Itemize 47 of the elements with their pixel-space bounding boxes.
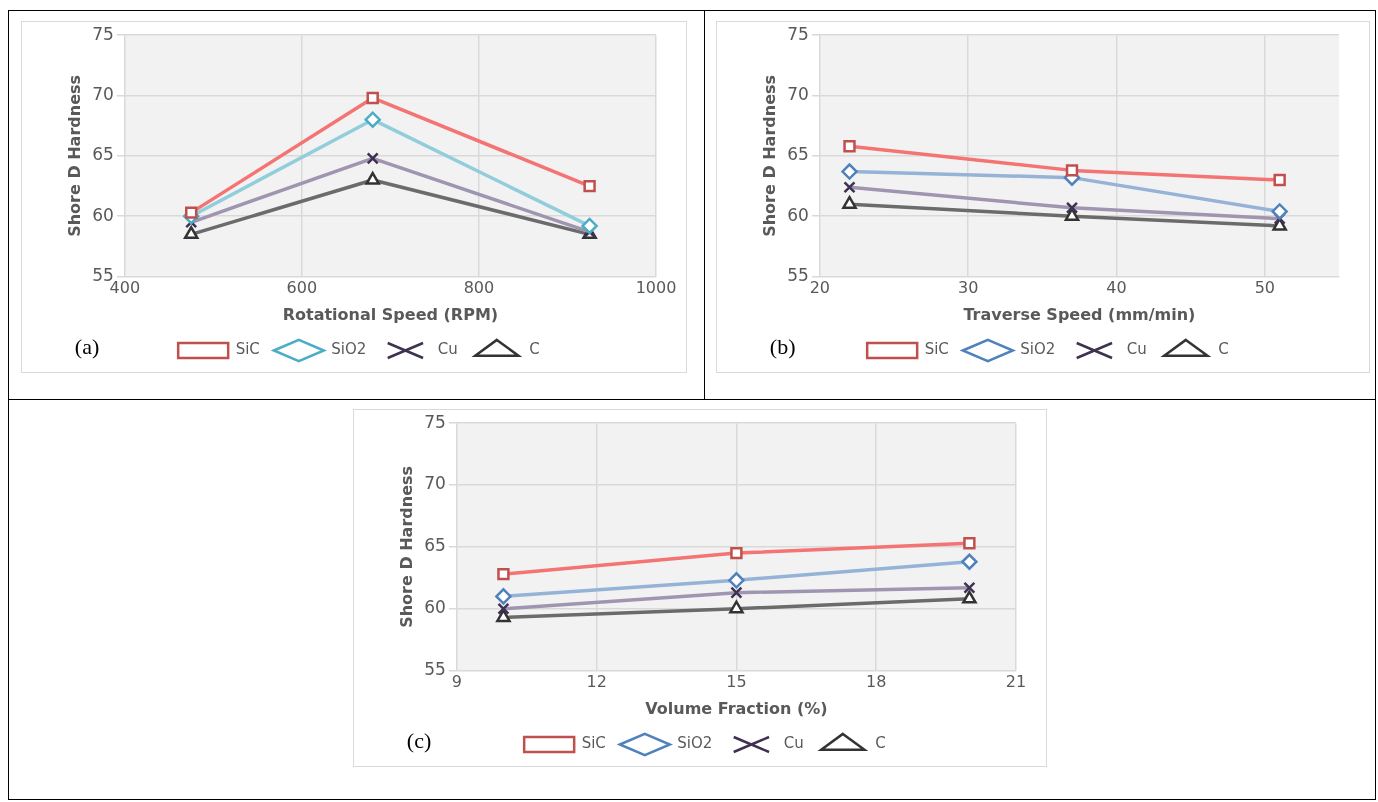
x-tick-label: 1000 [635,278,677,298]
y-tick-label: 65 [92,144,114,165]
y-tick-label: 65 [424,535,446,556]
y-tick-label: 60 [92,204,114,225]
y-tick-label: 75 [787,23,809,44]
legend-label: SiO2 [677,734,713,753]
x-tick-label: 20 [809,278,831,298]
legend-label: Cu [437,340,458,359]
y-tick-label: 60 [787,204,809,225]
x-tick-label: 40 [1106,278,1127,298]
legend-label: C [875,734,886,753]
x-tick-label: 800 [463,278,495,298]
x-tick-label: 30 [957,278,979,298]
x-axis-title: Traverse Speed (mm/min) [963,304,1196,324]
legend-label: C [1218,340,1229,359]
y-axis-title: Shore D Hardness [64,74,84,237]
legend-label: C [529,340,540,359]
x-tick-label: 600 [286,278,318,298]
legend-label: SiO2 [1020,340,1056,359]
x-axis-title: Rotational Speed (RPM) [282,304,499,324]
y-tick-label: 70 [92,83,114,104]
y-tick-label: 55 [787,265,809,286]
x-tick-label: 9 [451,672,462,692]
x-axis-title: Volume Fraction (%) [645,698,828,718]
y-tick-label: 65 [787,144,809,165]
y-axis-title: Shore D Hardness [759,74,779,237]
legend-label: SiO2 [331,340,367,359]
legend-label: SiC [581,734,606,753]
y-tick-label: 70 [787,83,809,104]
y-tick-label: 70 [424,473,446,494]
text: (c) [406,728,432,754]
legend-label: Cu [1126,340,1147,359]
legend-label: Cu [783,734,804,753]
y-tick-label: 75 [92,23,114,44]
x-tick-label: 15 [726,672,747,692]
text: (a) [74,334,100,360]
legend-label: SiC [924,340,949,359]
x-tick-label: 18 [866,672,887,692]
x-tick-label: 21 [1005,672,1027,692]
y-tick-label: 75 [424,411,446,432]
y-tick-label: 55 [424,659,446,680]
text: (b) [769,334,796,360]
legend-label: SiC [235,340,260,359]
x-tick-label: 50 [1254,278,1276,298]
y-axis-title: Shore D Hardness [396,465,416,628]
x-tick-label: 12 [586,672,607,692]
y-tick-label: 60 [424,597,446,618]
